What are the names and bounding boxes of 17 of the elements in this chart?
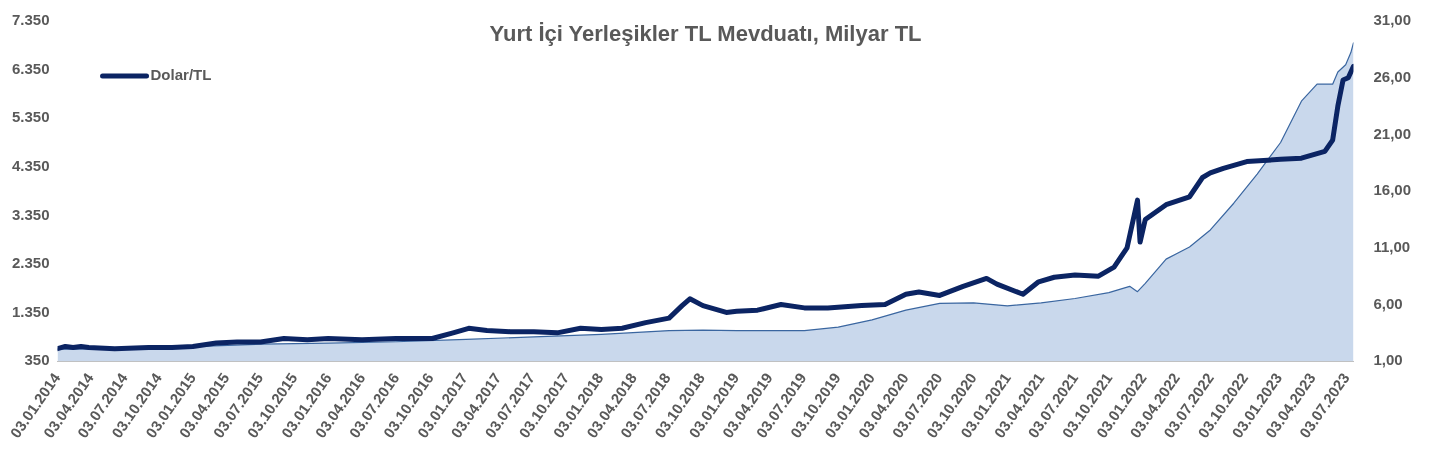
y2-tick-label: 16,00	[1373, 181, 1412, 199]
y2-tick-label: 26,00	[1373, 67, 1412, 85]
y-tick-label: 5.350	[11, 108, 50, 126]
y2-tick-label: 11,00	[1373, 237, 1411, 255]
y2-tick-label: 31,00	[1373, 11, 1412, 29]
y-tick-label: 1.350	[11, 302, 50, 320]
y2-tick-label: 6,00	[1373, 294, 1403, 312]
chart-title: Yurt İçi Yerleşikler TL Mevduatı, Milyar TL	[489, 21, 922, 47]
y-tick-label: 7.350	[11, 11, 50, 29]
y-tick-label: 6.350	[11, 59, 50, 77]
y2-tick-label: 21,00	[1373, 124, 1412, 142]
legend-label: Dolar/TL	[150, 66, 212, 84]
y-tick-label: 4.350	[11, 156, 50, 174]
y-tick-label: 3.350	[11, 205, 50, 223]
y-tick-label: 350	[24, 351, 50, 369]
y-tick-label: 2.350	[11, 254, 50, 272]
y2-tick-label: 1,00	[1373, 351, 1403, 369]
